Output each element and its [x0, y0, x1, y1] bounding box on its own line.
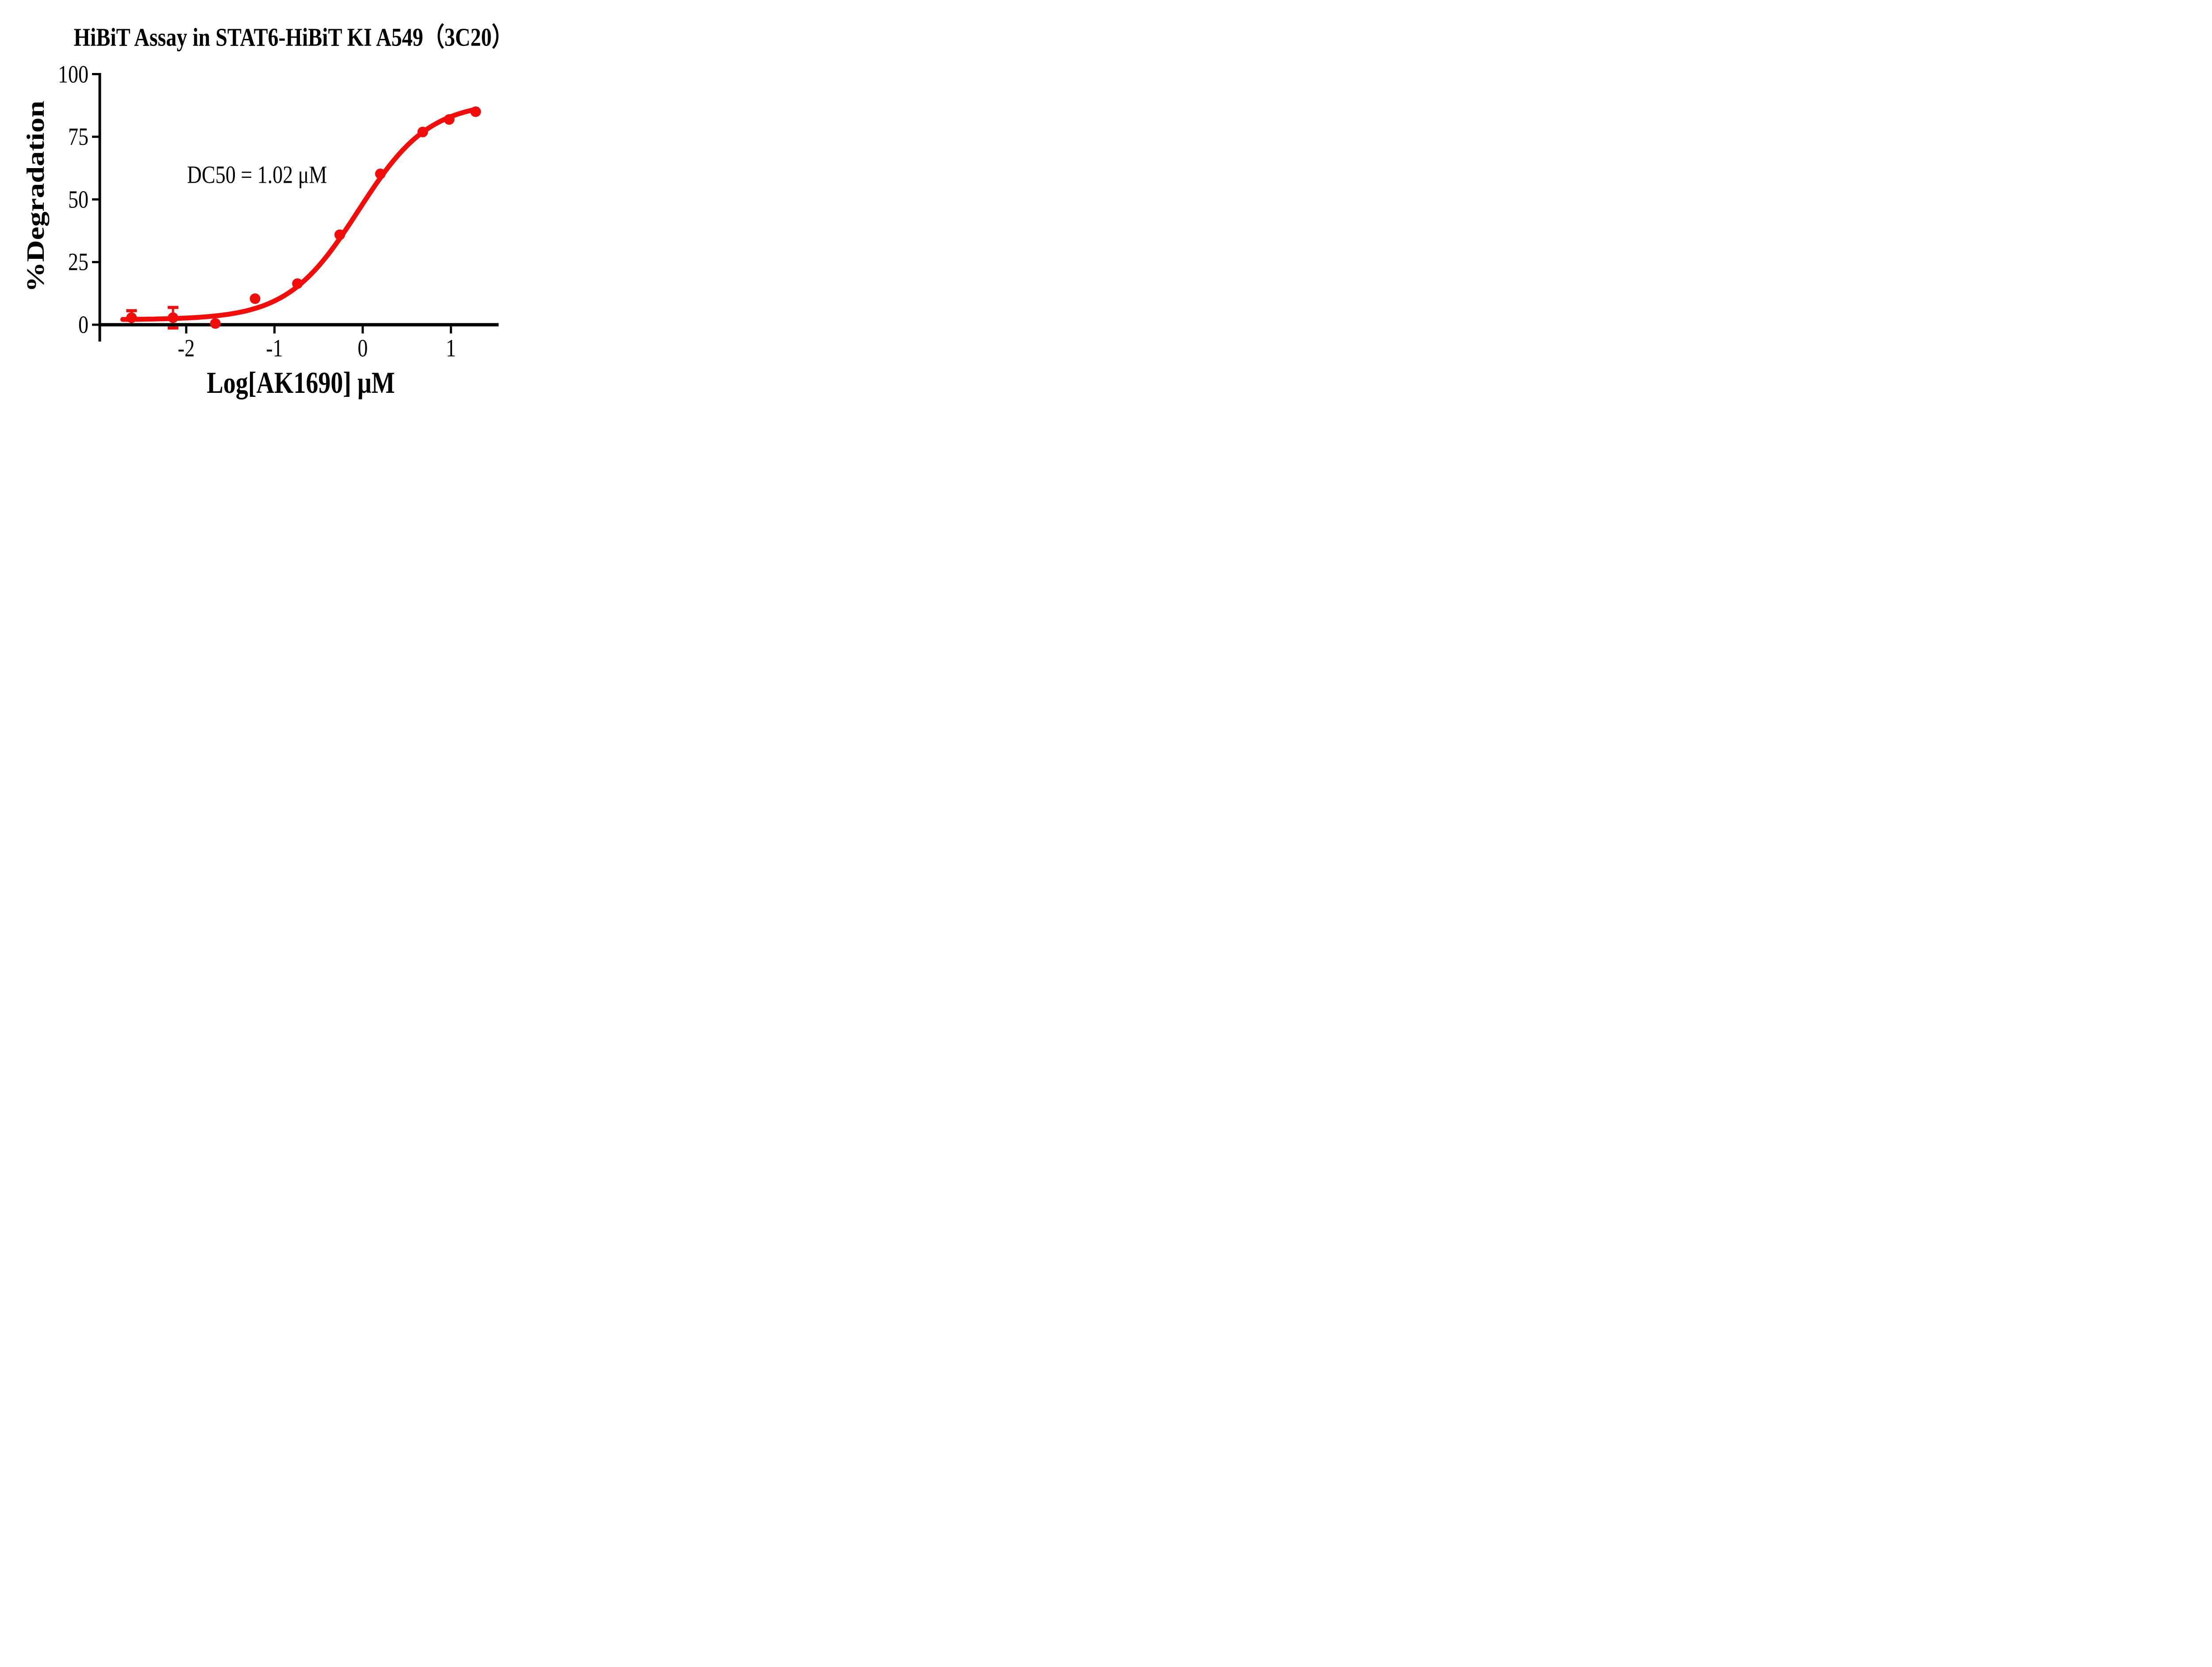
- data-point: [334, 229, 345, 240]
- y-tick-label: 75: [68, 123, 88, 150]
- data-point: [168, 312, 179, 323]
- y-axis-line: [98, 73, 101, 342]
- chart-title: HiBiT Assay in STAT6-HiBiT KI A549（3C20）: [73, 23, 513, 52]
- data-point: [470, 106, 481, 117]
- x-tick-label: 0: [357, 334, 368, 362]
- data-point: [210, 318, 221, 329]
- y-tick-label: 0: [78, 311, 88, 338]
- y-tick-label: 100: [58, 60, 88, 88]
- y-tick-label: 25: [68, 248, 88, 276]
- x-tick: [185, 326, 188, 334]
- error-bar-cap-bottom: [168, 326, 179, 330]
- data-point: [417, 127, 428, 138]
- error-bar-cap-top: [168, 306, 179, 309]
- x-axis-line: [98, 323, 499, 326]
- dc50-annotation: DC50 = 1.02 μM: [187, 161, 327, 188]
- plot-canvas: [92, 73, 499, 342]
- x-tick-label: 1: [445, 334, 456, 362]
- data-point: [375, 168, 386, 179]
- x-axis-label: Log[AK1690] μM: [207, 366, 395, 400]
- x-tick-label: -1: [266, 334, 283, 362]
- data-point: [292, 278, 303, 289]
- y-tick: [92, 261, 100, 263]
- figure: HiBiT Assay in STAT6-HiBiT KI A549（3C20）…: [0, 0, 568, 417]
- y-tick: [92, 135, 100, 138]
- y-tick: [92, 198, 100, 201]
- data-point: [444, 114, 455, 125]
- error-bar-cap-top: [126, 309, 137, 312]
- x-tick: [449, 326, 452, 334]
- data-point: [250, 293, 261, 304]
- data-point: [126, 312, 137, 323]
- y-tick: [92, 73, 100, 75]
- x-tick: [273, 326, 276, 334]
- x-tick: [361, 326, 364, 334]
- y-tick: [92, 323, 100, 326]
- y-tick-label: 50: [68, 185, 88, 213]
- x-tick-label: -2: [177, 334, 195, 362]
